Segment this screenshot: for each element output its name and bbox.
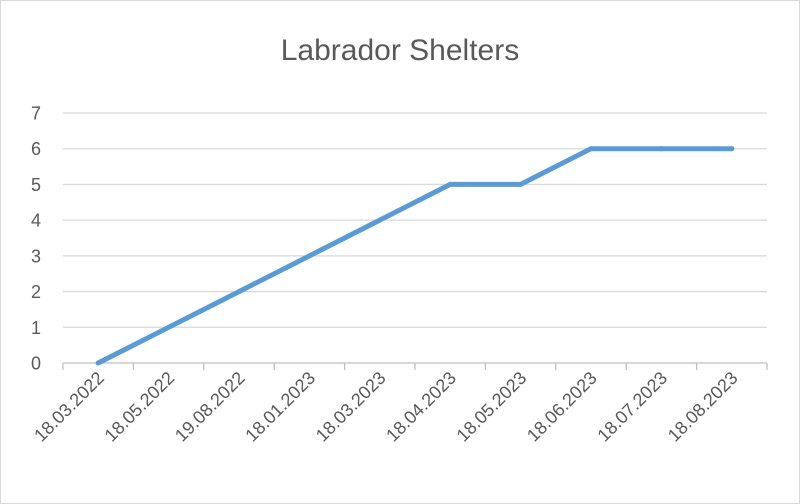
series-line [95,146,735,366]
x-tick-label: 18.05.2023 [453,368,531,446]
data-point [518,181,524,187]
data-point [447,181,453,187]
y-tick-label: 1 [31,318,41,338]
y-tick-label: 6 [31,139,41,159]
x-tick-label: 18.03.2022 [30,368,108,446]
y-tick-label: 7 [31,104,41,124]
y-tick-label: 5 [31,175,41,195]
chart-title: Labrador Shelters [281,34,519,67]
data-point [588,146,594,152]
data-point [377,217,383,223]
data-point [95,360,101,366]
y-tick-label: 4 [31,211,41,231]
y-tick-label: 3 [31,246,41,266]
x-axis [62,362,768,370]
data-point [236,289,242,295]
data-point [729,146,735,152]
y-tick-label: 0 [31,354,41,374]
x-tick-label: 18.04.2023 [382,368,460,446]
x-tick-label: 18.07.2023 [593,368,671,446]
data-point [306,253,312,259]
data-point [658,146,664,152]
gridlines [63,112,767,328]
x-tick-label: 18.08.2023 [664,368,742,446]
x-tick-label: 18.03.2023 [312,368,390,446]
x-tick-label: 18.01.2023 [241,368,319,446]
series [95,146,735,366]
x-tick-label: 18.06.2023 [523,368,601,446]
x-axis-labels: 18.03.202218.05.202219.08.202218.01.2023… [30,368,741,446]
x-tick-label: 19.08.2022 [171,368,249,446]
y-tick-label: 2 [31,282,41,302]
data-point [166,324,172,330]
y-axis: 0 1 2 3 4 5 6 7 [31,104,41,374]
x-tick-label: 18.05.2022 [101,368,179,446]
